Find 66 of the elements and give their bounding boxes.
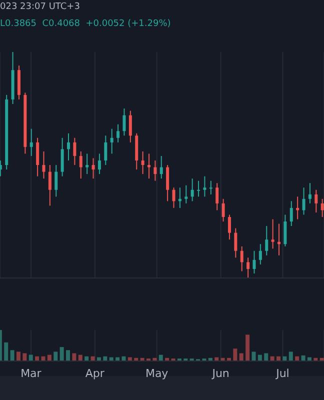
candlestick xyxy=(128,110,132,143)
candlestick xyxy=(67,132,70,161)
candlestick xyxy=(246,257,250,278)
bar xyxy=(16,352,20,361)
candlestick xyxy=(284,214,287,247)
bar xyxy=(239,353,244,361)
candlestick xyxy=(141,150,144,175)
candlestick xyxy=(308,182,312,204)
candlestick xyxy=(48,164,52,206)
candlestick xyxy=(54,164,58,198)
bar xyxy=(301,355,306,361)
bar xyxy=(72,353,76,361)
bar xyxy=(246,334,250,361)
bar xyxy=(54,352,58,361)
candlestick xyxy=(302,187,306,216)
candlestick xyxy=(98,153,101,175)
candlestick xyxy=(203,176,206,198)
candlestick xyxy=(258,244,262,265)
candlestick xyxy=(79,150,82,180)
bar xyxy=(252,352,256,361)
text: L0.3865 C0.4068 +0.0052 (+1.29%) xyxy=(0,19,171,29)
candlestick xyxy=(104,135,108,166)
candlestick xyxy=(216,182,219,211)
candlestick xyxy=(60,137,64,177)
candlestick xyxy=(166,164,170,202)
x-tick-label: Mar xyxy=(20,366,42,380)
bar xyxy=(4,342,8,361)
candlestick xyxy=(290,200,293,227)
candlestick xyxy=(92,158,95,180)
bar xyxy=(10,350,14,361)
candlestick xyxy=(73,137,76,166)
candlestick xyxy=(240,246,244,272)
candlestick xyxy=(154,160,157,182)
candlestick xyxy=(184,184,188,204)
candlestick xyxy=(228,214,231,240)
candlestick xyxy=(122,108,126,136)
candlestick xyxy=(209,180,212,195)
x-tick-label: Jul xyxy=(275,366,290,380)
candlestick xyxy=(116,124,120,143)
candlestick xyxy=(222,198,225,222)
bar xyxy=(22,353,27,361)
candlestick xyxy=(110,128,114,154)
candlestick xyxy=(42,150,46,180)
candlestick xyxy=(234,228,238,258)
bar xyxy=(66,350,70,361)
candlestick xyxy=(86,153,89,175)
bar xyxy=(233,348,238,361)
candlestick xyxy=(147,153,150,180)
candlestick xyxy=(172,187,176,208)
x-tick-label: Jun xyxy=(211,366,230,380)
candlestick xyxy=(271,218,274,250)
candlestick xyxy=(197,180,200,198)
candlestick xyxy=(265,226,268,256)
candlestick xyxy=(30,128,33,156)
candlestick xyxy=(314,189,318,213)
bar xyxy=(264,353,268,361)
text: 023 23:07 UTC+3 xyxy=(0,2,80,12)
bar xyxy=(60,347,64,361)
bar xyxy=(288,352,293,361)
candlestick xyxy=(36,137,40,177)
candlestick xyxy=(160,155,163,180)
candlestick xyxy=(320,198,324,218)
x-tick-label: May xyxy=(145,366,169,380)
x-tick-label: Apr xyxy=(85,366,105,380)
candlestick xyxy=(190,178,194,202)
candlestick xyxy=(252,250,256,274)
